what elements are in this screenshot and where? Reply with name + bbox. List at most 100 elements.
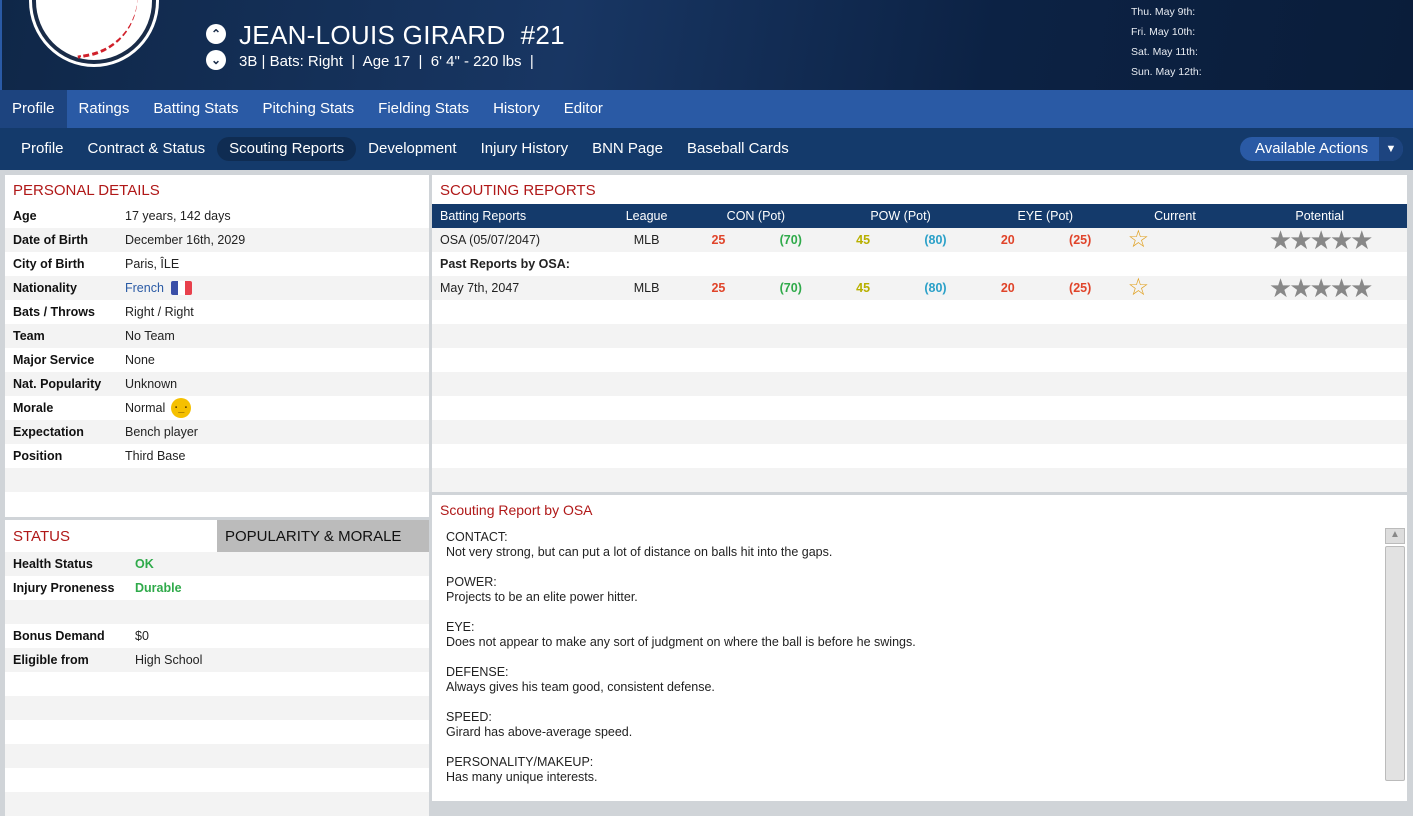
report-league: MLB [633,233,660,247]
empty-row [432,468,1407,492]
previous-player-button[interactable]: ⌃ [206,24,226,44]
col-batting-reports[interactable]: Batting Reports [440,209,527,223]
schedule-day: Sat. May 11th: [1131,46,1198,58]
next-player-button[interactable]: ⌄ [206,50,226,70]
status-row [5,600,429,624]
detail-label: Date of Birth [13,233,88,247]
empty-row [5,792,429,816]
col-potential[interactable]: Potential [1295,209,1345,223]
empty-row [5,468,429,492]
detail-label: Morale [13,401,54,415]
report-heading: PERSONALITY/MAKEUP: [446,755,594,769]
detail-label: Bats / Throws [13,305,95,319]
empty-row [432,444,1407,468]
pow-value: 45 [856,281,871,295]
empty-row [5,492,429,516]
detail-row: Morale Normal ·_· [5,396,429,420]
player-header: ⌃ ⌄ JEAN-LOUIS GIRARD #21 3B | Bats: Rig… [0,0,1413,90]
player-name: JEAN-LOUIS GIRARD #21 [239,20,565,50]
eye-potential: (25) [1069,281,1092,295]
detail-value: December 16th, 2029 [125,233,246,247]
player-info: 3B | Bats: Right | Age 17 | 6' 4" - 220 … [239,53,534,70]
schedule: Thu. May 9th: Fri. May 10th: Sat. May 11… [1131,6,1202,86]
col-pow[interactable]: POW (Pot) [870,209,931,223]
detail-value: Right / Right [125,305,194,319]
personal-details-title: PERSONAL DETAILS [13,182,160,199]
report-section: SPEED: Girard has above-average speed. [446,710,1393,740]
detail-value[interactable]: French [125,281,164,295]
subtab-baseball-cards[interactable]: Baseball Cards [686,140,789,157]
status-value: Durable [135,581,182,595]
empty-row [432,372,1407,396]
col-current[interactable]: Current [1154,209,1196,223]
report-body: CONTACT: Not very strong, but can put a l… [432,524,1407,806]
report-heading: EYE: [446,620,475,634]
scrollbar[interactable]: ▲ [1385,528,1405,801]
detail-row: Age 17 years, 142 days [5,204,429,228]
report-section: CONTACT: Not very strong, but can put a l… [446,530,1393,560]
tab-history[interactable]: History [493,100,540,117]
scouting-reports-title: SCOUTING REPORTS [440,182,596,199]
report-name: OSA (05/07/2047) [440,233,541,247]
col-eye[interactable]: EYE (Pot) [1017,209,1074,223]
subtab-injury-history[interactable]: Injury History [480,140,569,157]
subtab-bnn-page[interactable]: BNN Page [592,140,663,157]
detail-value: Normal [125,401,166,415]
subtab-profile[interactable]: Profile [21,140,64,157]
detail-row: Team No Team [5,324,429,348]
scouting-table: Batting Reports League CON (Pot) POW (Po… [432,204,1407,492]
report-text: Does not appear to make any sort of judg… [446,635,916,649]
detail-value: No Team [125,329,175,343]
detail-value: 17 years, 142 days [125,209,231,223]
empty-row [432,324,1407,348]
col-league[interactable]: League [625,209,668,223]
tab-editor[interactable]: Editor [563,100,603,117]
tab-ratings[interactable]: Ratings [78,100,130,117]
con-value: 25 [711,281,726,295]
team-logo [32,0,156,64]
tab-status[interactable]: STATUS [13,528,70,545]
section-label: Past Reports by OSA: [440,257,570,271]
empty-row [432,420,1407,444]
table-row[interactable]: OSA (05/07/2047) MLB 25 (70) 45 (80) 20 (25) ☆ ★★… [432,227,1407,253]
status-label: Bonus Demand [13,629,105,643]
detail-label: City of Birth [13,257,85,271]
subtab-scouting-reports[interactable]: Scouting Reports [217,137,357,161]
table-row[interactable]: May 7th, 2047 MLB 25 (70) 45 (80) 20 (25) ☆ ★★★★★ [432,275,1407,301]
report-text: Always gives his team good, consistent d… [446,680,715,694]
detail-label: Nationality [13,281,77,295]
report-heading: CONTACT: [446,530,508,544]
detail-label: Age [13,209,37,223]
scouting-reports-panel: SCOUTING REPORTS Batting Reports League … [432,175,1407,492]
detail-label: Expectation [13,425,84,439]
report-heading: DEFENSE: [446,665,509,679]
status-label: Health Status [13,557,93,571]
status-value: High School [135,653,203,667]
status-label [13,600,125,624]
tab-fielding-stats[interactable]: Fielding Stats [378,100,470,117]
tab-profile[interactable]: Profile [0,90,67,128]
report-league: MLB [633,281,660,295]
con-potential: (70) [779,281,802,295]
scouting-report-text-panel: Scouting Report by OSA CONTACT: Not very … [432,495,1407,801]
detail-row: Position Third Base [5,444,429,468]
scroll-up-icon[interactable]: ▲ [1385,528,1405,544]
scroll-thumb[interactable] [1385,546,1405,781]
available-actions-dropdown[interactable]: Available Actions ▼ [1240,137,1403,161]
subtab-contract-status[interactable]: Contract & Status [87,140,206,157]
schedule-day: Sun. May 12th: [1131,66,1202,78]
main-tabs: Profile Ratings Batting Stats Pitching S… [0,90,1413,128]
detail-value: Unknown [125,377,178,391]
pow-value: 45 [856,233,871,247]
tab-pitching-stats[interactable]: Pitching Stats [262,100,355,117]
tab-popularity-morale[interactable]: POPULARITY & MORALE [217,520,429,552]
tab-batting-stats[interactable]: Batting Stats [153,100,239,117]
detail-label: Team [13,329,45,343]
chevron-down-icon[interactable]: ▼ [1379,137,1403,161]
schedule-day: Fri. May 10th: [1131,26,1196,38]
col-con[interactable]: CON (Pot) [726,209,786,223]
subtab-development[interactable]: Development [368,140,457,157]
empty-row [432,396,1407,420]
table-header: Batting Reports League CON (Pot) POW (Po… [432,204,1407,228]
table-row[interactable]: Past Reports by OSA: [432,252,1407,276]
